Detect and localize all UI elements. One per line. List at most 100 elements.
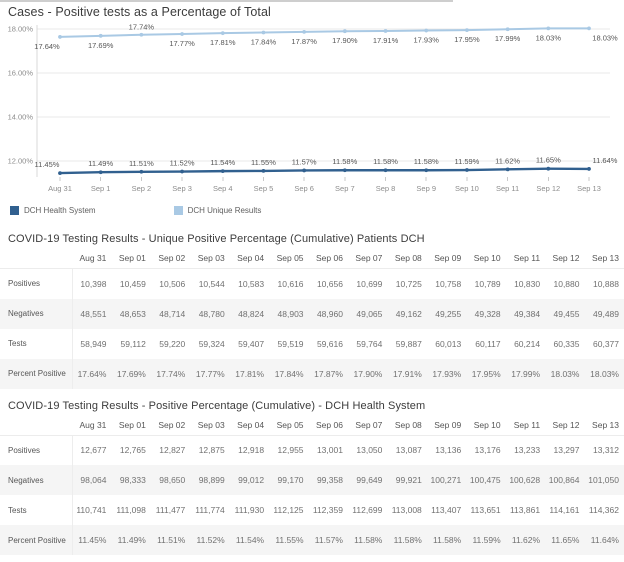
legend-item-dch-health-system[interactable]: DCH Health System [10,205,96,215]
table-cell: 11.49% [117,535,146,545]
table-cell: 17.81% [235,368,265,379]
column-header: Aug 31 [72,250,112,269]
data-point[interactable] [180,169,184,174]
data-point[interactable] [587,26,591,31]
data-point[interactable] [383,168,388,173]
table-cell: 17.93% [432,368,462,379]
data-point[interactable] [180,32,184,36]
table-cell: 113,008 [391,505,422,515]
table-cell: 10,880 [553,278,580,289]
value-label: 17.64% [34,42,60,51]
table-cell: 10,789 [474,278,501,289]
positive-percentage-line-chart[interactable]: 18.00% 16.00% 14.00% 12.00% Aug 31 Sep 1 Sep 2… [0,21,624,197]
x-axis-tick-label: Sep 2 [132,184,152,193]
table-cell: 17.64% [71,358,112,389]
table-cell: 11.54% [235,535,265,545]
data-point[interactable] [220,31,225,36]
column-header: Sep 04 [229,250,270,269]
column-header: Sep 02 [150,416,191,436]
data-point[interactable] [342,168,347,173]
table-cell: 10,725 [395,278,422,289]
table-cell: 60,377 [593,338,619,349]
table-cell: 49,328 [474,308,501,319]
table-row: Positives 10,398 10,459 10,506 10,544 10,583 1… [0,268,624,299]
data-point[interactable] [465,168,469,172]
table-cell: 12,677 [71,435,112,465]
table-cell: 48,903 [277,308,304,319]
x-axis-tick-label: Sep 9 [416,184,436,193]
table-cell: 10,459 [119,278,146,289]
data-point[interactable] [261,169,266,173]
column-header: Sep 11 [505,250,546,269]
value-label: 11.65% [536,156,561,165]
x-axis-tick-label: Sep 11 [496,184,519,193]
data-point[interactable] [424,28,429,33]
data-point[interactable] [424,168,429,173]
data-point[interactable] [261,30,266,35]
x-axis-tick-label: Sep 4 [213,184,233,193]
data-point[interactable] [342,29,347,34]
table-cell: 13,312 [593,445,619,456]
table-cell: 10,888 [593,278,619,289]
value-label: 17.81% [210,38,236,47]
data-point[interactable] [139,32,144,37]
data-point[interactable] [505,167,510,172]
row-label: Positives [8,445,41,455]
column-header: Sep 12 [545,250,585,269]
value-label: 11.58% [414,157,439,166]
column-header: Sep 03 [190,250,230,269]
table-cell: 60,013 [435,338,462,349]
data-point[interactable] [139,169,144,174]
column-header: Sep 10 [466,416,506,436]
data-point[interactable] [98,33,103,38]
column-header: Sep 02 [150,250,191,269]
legend-item-dch-unique-results[interactable]: DCH Unique Results [173,205,261,215]
data-point[interactable] [302,168,307,173]
line-dch-health-system[interactable] [59,167,590,175]
data-point[interactable] [98,170,103,175]
table-cell: 48,780 [198,308,225,319]
x-axis-tick-label: Sep 10 [455,184,479,193]
column-header: Sep 09 [426,250,467,269]
row-label: Tests [8,339,27,348]
table-cell: 49,255 [435,308,462,319]
table-cell: 13,001 [316,445,343,456]
data-point[interactable] [302,29,307,34]
value-label: 11.62% [495,156,520,165]
table-cell: 10,758 [435,278,462,289]
table-cell: 49,162 [395,308,422,319]
column-header: Sep 07 [347,250,388,269]
corner-cell [0,250,72,269]
table-cell: 10,544 [198,278,225,289]
value-label: 18.03% [592,33,618,42]
x-axis-tick-label: Sep 8 [376,184,396,193]
table-cell: 100,475 [469,475,501,485]
table-cell: 113,651 [470,505,501,515]
x-axis-tick-label: Sep 6 [294,184,314,193]
table-cell: 11.45% [71,525,112,555]
table-cell: 59,519 [277,338,304,349]
data-point[interactable] [383,29,388,33]
data-point[interactable] [546,166,551,171]
x-axis-tick-label: Aug 31 [48,184,72,193]
data-point[interactable] [465,28,469,32]
data-point[interactable] [587,167,591,171]
table-cell: 13,087 [395,445,422,456]
row-label: Positives [8,279,41,289]
table-cell: 17.84% [274,368,304,379]
table-row: Negatives 98,064 98,333 98,650 98,899 99,012 9… [0,465,624,495]
x-axis-tick-label: Sep 7 [335,184,355,193]
data-point[interactable] [58,35,62,39]
value-label: 17.84% [251,38,277,47]
table-cell: 11.62% [511,535,541,545]
data-point[interactable] [505,27,510,32]
table-cell: 11.52% [196,535,225,545]
data-point[interactable] [220,169,225,174]
table-row: Percent Positive 11.45% 11.49% 11.51% 11.52%… [0,525,624,555]
data-point[interactable] [58,171,62,176]
table-cell: 18.03% [590,368,619,379]
data-point[interactable] [546,26,551,31]
table-row: Positives 12,677 12,765 12,827 12,875 12,918 1… [0,435,624,465]
line-dch-unique-results[interactable] [59,27,589,38]
y-axis-tick-label: 12.00% [8,157,34,166]
